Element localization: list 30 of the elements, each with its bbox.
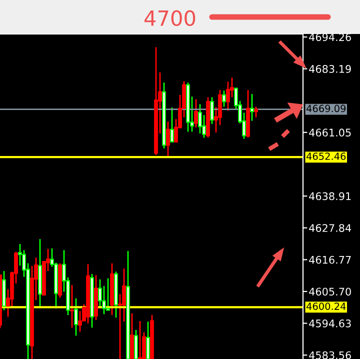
- candlestick: [138, 320, 142, 359]
- candlestick: [78, 310, 82, 332]
- candlestick: [170, 106, 174, 142]
- candlestick: [130, 312, 134, 359]
- y-tick-label: 4683.19: [309, 65, 351, 73]
- ref-line-label: 4652.46: [306, 152, 346, 160]
- y-tick-label: 4594.63: [309, 320, 351, 328]
- ref-line-label: 4669.09: [306, 104, 346, 112]
- y-tick-label: 4694.26: [309, 33, 351, 42]
- candlestick: [198, 103, 202, 134]
- y-tick-label: 4638.91: [309, 192, 351, 200]
- ref-line-label: 4600.24: [306, 302, 346, 310]
- y-tick-label: 4627.84: [309, 224, 352, 232]
- candlestick: [250, 93, 254, 122]
- candlestick: [194, 98, 198, 128]
- candlestick: [254, 106, 258, 118]
- candlestick: [74, 298, 78, 336]
- y-tick-label: 4605.70: [309, 288, 351, 296]
- candlestick: [226, 81, 230, 112]
- candlestick: [106, 278, 110, 311]
- y-tick-label: 4616.77: [309, 256, 351, 264]
- chart-title: 4700: [144, 10, 196, 26]
- candlestick: [134, 329, 138, 359]
- candlestick: [70, 284, 74, 328]
- candlestick: [166, 120, 170, 158]
- candlestick: [210, 96, 214, 125]
- y-tick-label: 4583.56: [309, 351, 351, 359]
- y-tick-label: 4661.05: [309, 128, 351, 137]
- candlestick: [222, 90, 226, 108]
- candlestick: [146, 320, 150, 359]
